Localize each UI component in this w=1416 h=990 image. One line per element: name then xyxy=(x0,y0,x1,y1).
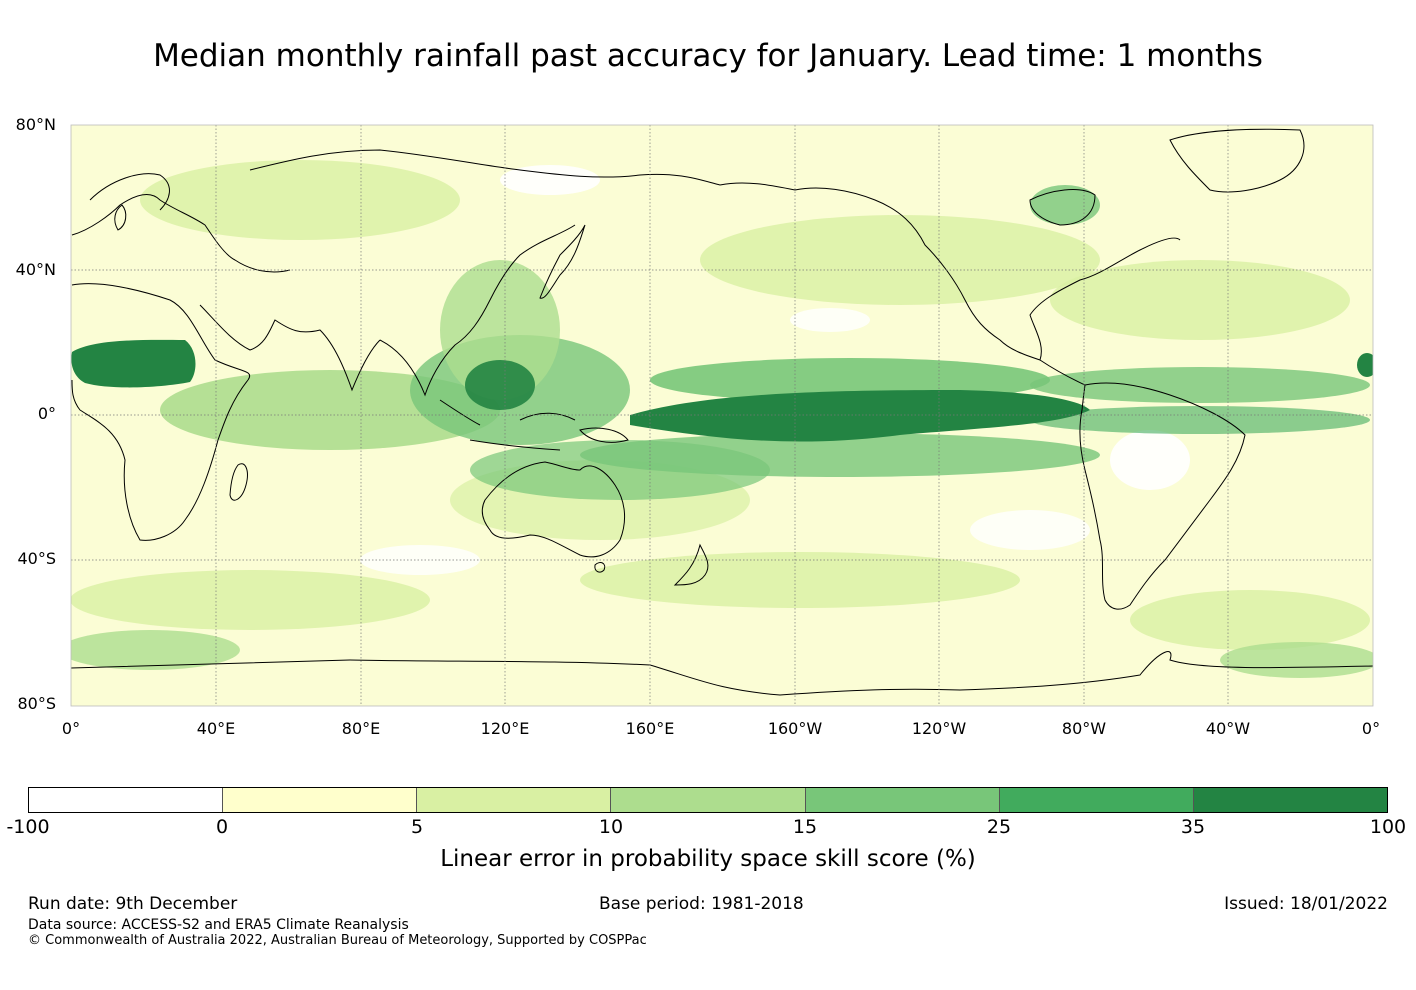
lon-label-40e: 40°E xyxy=(196,719,236,738)
run-date: Run date: 9th December xyxy=(28,894,238,914)
lon-label-160w: 160°W xyxy=(767,719,823,738)
colorbar-tick: 35 xyxy=(1180,816,1206,838)
base-period: Base period: 1981-2018 xyxy=(599,894,804,914)
colorbar-tick: 100 xyxy=(1369,816,1407,838)
colorbar-segment xyxy=(805,788,1000,812)
colorbar-tick: 0 xyxy=(215,816,229,838)
colorbar-tick: 15 xyxy=(792,816,818,838)
map-canvas xyxy=(70,124,1374,707)
issued-date: Issued: 18/01/2022 xyxy=(1224,894,1388,914)
colorbar-segment xyxy=(223,788,418,812)
lon-label-0-west: 0° xyxy=(61,719,81,738)
colorbar-segment xyxy=(29,788,224,812)
colorbar-tick: 10 xyxy=(598,816,624,838)
lon-label-120e: 120°E xyxy=(480,719,530,738)
copyright: © Commonwealth of Australia 2022, Austra… xyxy=(28,933,647,948)
colorbar-segment xyxy=(417,788,612,812)
lon-label-0-east: 0° xyxy=(1361,719,1381,738)
graticule xyxy=(71,125,1373,706)
colorbar-tick: 5 xyxy=(410,816,424,838)
coastlines xyxy=(70,128,1374,696)
lon-label-160e: 160°E xyxy=(625,719,675,738)
lon-label-40w: 40°W xyxy=(1205,719,1251,738)
colorbar-segment xyxy=(999,788,1194,812)
colorbar-label: Linear error in probability space skill … xyxy=(440,846,976,872)
lat-label-equator: 0° xyxy=(37,404,56,423)
skill-score-map: 80°N 40°N 0° 40°S 80°S 0° 40°E 80°E 120°… xyxy=(15,115,1381,738)
lat-label-40s: 40°S xyxy=(17,549,56,568)
lon-label-120w: 120°W xyxy=(911,719,967,738)
colorbar xyxy=(28,787,1388,813)
lat-label-80s: 80°S xyxy=(17,694,56,713)
lon-label-80e: 80°E xyxy=(341,719,381,738)
data-source: Data source: ACCESS-S2 and ERA5 Climate … xyxy=(28,917,409,933)
lon-label-80w: 80°W xyxy=(1061,719,1107,738)
colorbar-tick: -100 xyxy=(6,816,50,838)
skill-field xyxy=(71,125,1373,706)
colorbar-tick: 25 xyxy=(986,816,1012,838)
lat-label-40n: 40°N xyxy=(15,260,56,279)
map-title: Median monthly rainfall past accuracy fo… xyxy=(153,38,1263,74)
colorbar-segment xyxy=(611,788,806,812)
colorbar-segment xyxy=(1193,788,1387,812)
lat-label-80n: 80°N xyxy=(15,115,56,134)
